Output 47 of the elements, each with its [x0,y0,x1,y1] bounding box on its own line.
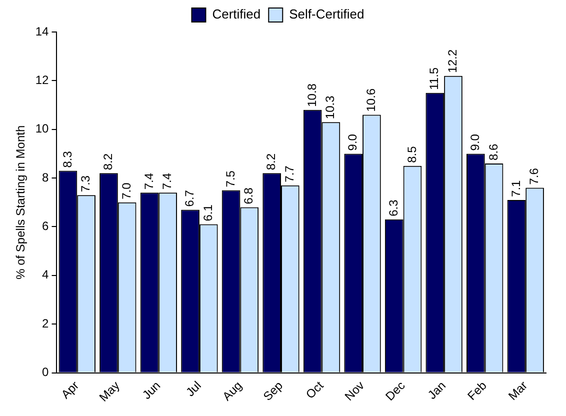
data-label: 9.0 [468,134,482,151]
y-tick-label: 6 [42,219,50,234]
data-label: 6.3 [386,199,400,216]
data-label: 8.5 [404,146,419,163]
data-label: 8.2 [264,153,278,170]
x-tick-label: Mar [506,378,530,403]
data-label: 8.6 [486,143,500,160]
data-label: 12.2 [446,49,460,73]
data-label: 7.4 [142,172,156,190]
data-label: 10.8 [304,83,319,107]
data-label: 7.3 [78,175,93,192]
y-tick-label: 2 [42,316,50,330]
data-label: 10.3 [323,95,338,120]
x-tick-label: Aug [220,378,245,404]
data-label: 7.4 [160,172,174,190]
x-tick-label: Oct [303,378,327,402]
data-label: 6.7 [182,190,197,207]
y-tick-label: 4 [42,268,50,282]
x-tick-label: Jul [183,378,204,400]
data-label: 8.2 [101,153,116,170]
x-tick-label: Jun [140,378,164,402]
data-label: 9.0 [346,134,360,151]
legend-label: Certified [212,6,261,22]
x-tick-label: Jan [424,378,449,402]
x-tick-label: Nov [342,378,367,404]
y-tick-label: 14 [35,24,50,38]
data-label: 6.1 [200,204,215,222]
data-label: 7.6 [527,168,542,185]
y-tick-label: 8 [42,170,50,184]
data-label: 7.7 [282,165,296,182]
y-tick-label: 10 [35,122,50,136]
y-axis-title: % of Spells Starting in Month [14,125,28,280]
data-label: 7.5 [223,170,238,188]
x-tick-label: Sep [260,378,286,404]
x-tick-label: Feb [464,378,490,403]
y-tick-label: 0 [42,365,50,380]
data-label: 8.3 [60,150,74,168]
data-label: 7.1 [508,180,523,197]
x-tick-label: May [96,378,122,404]
x-tick-label: Dec [382,378,408,404]
data-label: 7.0 [119,182,134,200]
legend-label: Self-Certified [289,6,364,22]
data-label: 10.6 [364,88,378,112]
data-label: 6.8 [242,187,256,204]
data-label: 11.5 [427,67,442,90]
x-tick-label: Apr [58,378,82,402]
y-tick-label: 12 [35,72,50,87]
